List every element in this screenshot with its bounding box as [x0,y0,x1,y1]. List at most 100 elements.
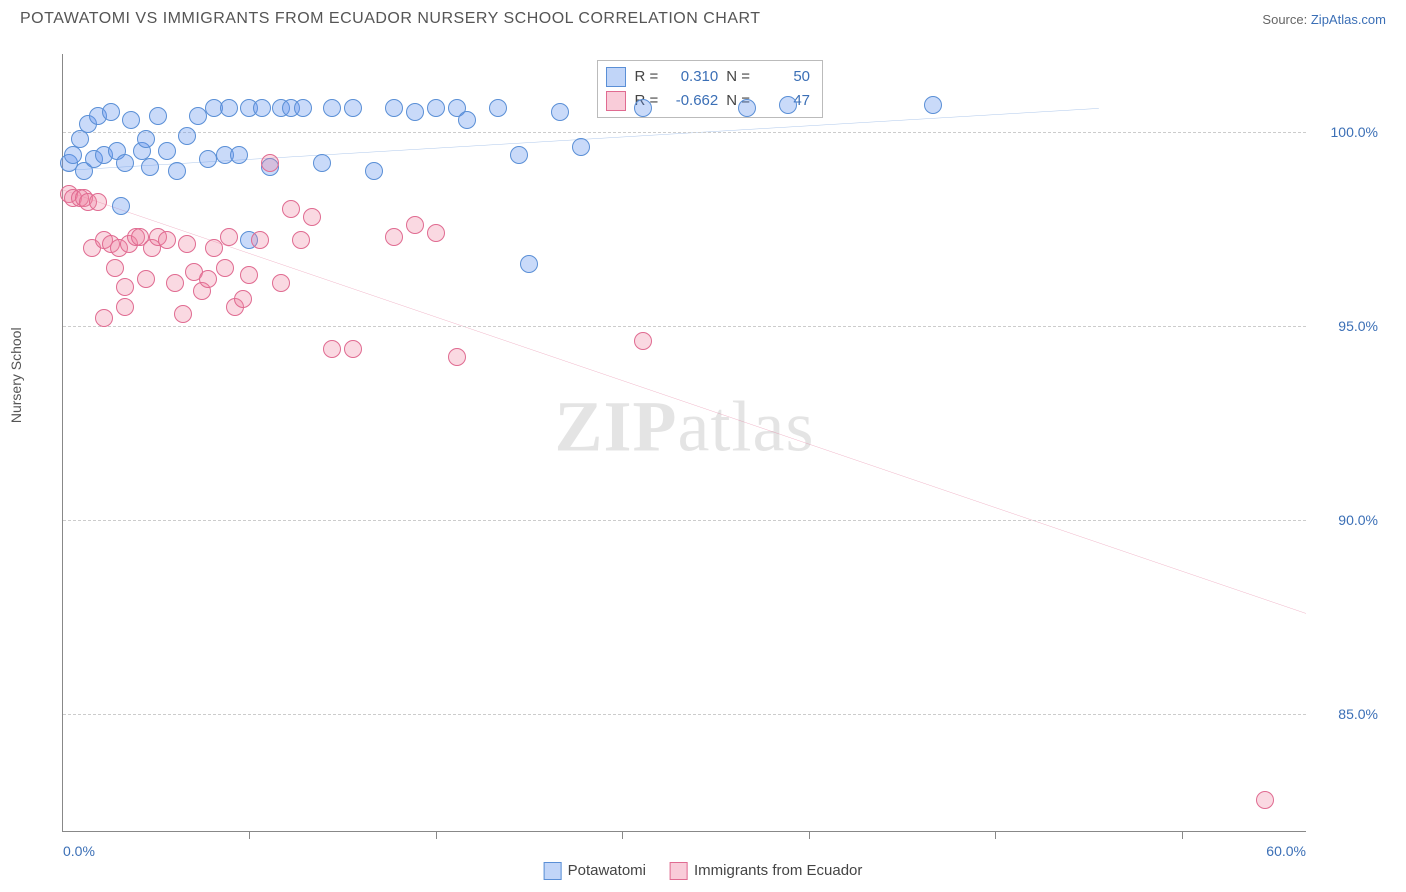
data-point [510,146,528,164]
swatch-pink-icon [670,862,688,880]
data-point [199,150,217,168]
xtick [809,831,810,839]
data-point [199,270,217,288]
data-point [253,99,271,117]
legend-row-potawatomi: R = 0.310 N = 50 [606,65,810,89]
series-name-pink: Immigrants from Ecuador [694,862,862,879]
data-point [230,146,248,164]
gridline [63,714,1306,715]
gridline [63,520,1306,521]
data-point [174,305,192,323]
data-point [323,99,341,117]
xtick [249,831,250,839]
source-link[interactable]: ZipAtlas.com [1311,12,1386,27]
data-point [141,158,159,176]
chart-container: Nursery School ZIPatlas R = 0.310 N = 50… [20,44,1386,882]
r-label: R = [634,65,658,89]
data-point [458,111,476,129]
data-point [924,96,942,114]
xtick-label: 0.0% [63,843,95,859]
plot-area: ZIPatlas R = 0.310 N = 50 R = -0.662 N =… [62,54,1306,832]
watermark-rest: atlas [678,386,815,466]
data-point [294,99,312,117]
data-point [551,103,569,121]
ytick-label: 85.0% [1338,706,1378,722]
watermark: ZIPatlas [555,385,815,468]
data-point [406,216,424,234]
chart-title: POTAWATOMI VS IMMIGRANTS FROM ECUADOR NU… [20,10,761,28]
data-point [189,107,207,125]
xtick [436,831,437,839]
data-point [520,255,538,273]
xtick [995,831,996,839]
data-point [102,103,120,121]
y-axis-label: Nursery School [8,327,24,423]
data-point [149,107,167,125]
data-point [216,259,234,277]
data-point [385,228,403,246]
watermark-bold: ZIP [555,386,678,466]
data-point [292,231,310,249]
data-point [220,99,238,117]
data-point [634,332,652,350]
data-point [234,290,252,308]
data-point [116,298,134,316]
data-point [251,231,269,249]
gridline [63,326,1306,327]
data-point [779,96,797,114]
data-point [427,224,445,242]
data-point [89,193,107,211]
data-point [323,340,341,358]
gridline [63,132,1306,133]
n-value-blue: 50 [758,65,810,89]
data-point [116,278,134,296]
data-point [168,162,186,180]
xtick [622,831,623,839]
data-point [572,138,590,156]
series-name-blue: Potawatomi [568,862,646,879]
data-point [427,99,445,117]
xtick [1182,831,1183,839]
data-point [272,274,290,292]
data-point [313,154,331,172]
data-point [385,99,403,117]
data-point [116,154,134,172]
data-point [158,142,176,160]
data-point [1256,791,1274,809]
data-point [122,111,140,129]
source-prefix: Source: [1262,12,1307,27]
data-point [158,231,176,249]
trend-line [63,190,1306,613]
legend-item-ecuador: Immigrants from Ecuador [670,862,862,880]
swatch-blue-icon [544,862,562,880]
data-point [178,127,196,145]
n-label: N = [726,65,750,89]
ytick-label: 100.0% [1331,124,1378,140]
r-value-blue: 0.310 [666,65,718,89]
data-point [634,99,652,117]
data-point [95,309,113,327]
r-value-pink: -0.662 [666,89,718,113]
data-point [106,259,124,277]
data-point [406,103,424,121]
data-point [344,99,362,117]
data-point [112,197,130,215]
source-label: Source: ZipAtlas.com [1262,12,1386,27]
data-point [738,99,756,117]
data-point [71,130,89,148]
legend-item-potawatomi: Potawatomi [544,862,646,880]
swatch-pink-icon [606,91,626,111]
data-point [344,340,362,358]
data-point [220,228,238,246]
data-point [240,266,258,284]
data-point [448,348,466,366]
ytick-label: 95.0% [1338,318,1378,334]
data-point [303,208,321,226]
data-point [261,154,279,172]
data-point [166,274,184,292]
data-point [137,130,155,148]
data-point [282,200,300,218]
xtick-label: 60.0% [1266,843,1306,859]
data-point [365,162,383,180]
series-legend: Potawatomi Immigrants from Ecuador [544,862,863,880]
